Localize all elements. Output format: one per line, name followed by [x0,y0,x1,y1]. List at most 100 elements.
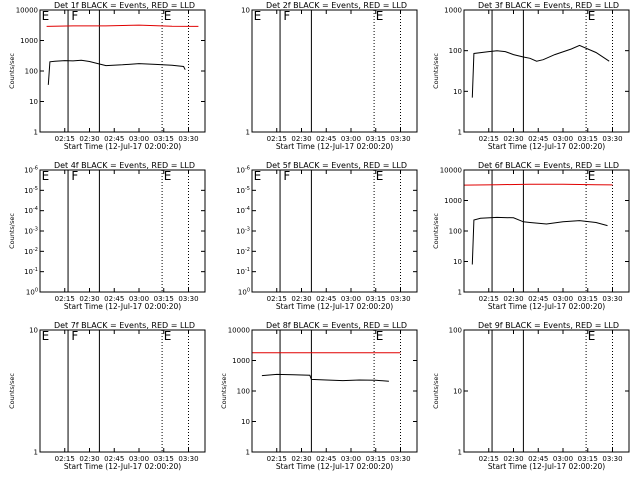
x-tick-label: 03:30 [178,135,198,143]
x-tick-label: 02:45 [316,295,336,303]
x-axis-label: Start Time (12-Jul-17 02:00:20) [276,142,393,151]
plot-frame [39,169,206,293]
x-tick-label: 02:45 [104,455,124,463]
flag-e: E [42,329,50,343]
y-axis-label: Counts/sec [432,213,440,249]
x-tick-label: 02:45 [528,295,548,303]
x-tick-label: 03:15 [578,295,598,303]
plot-frame [251,169,418,293]
y-tick-label: 1 [34,449,38,457]
flag-e: E [254,9,262,23]
y-tick-label: 10-1 [24,267,38,276]
x-tick-label: 03:15 [366,455,386,463]
series-line-events [471,44,610,98]
chart-title: Det 2f BLACK = Events, RED = LLD [266,1,407,10]
plot-frame [39,329,206,453]
chart-title: Det 4f BLACK = Events, RED = LLD [54,161,195,170]
y-tick-label: 10-5 [236,186,250,195]
x-tick-label: 03:00 [129,295,149,303]
y-tick-label: 10 [453,388,462,396]
x-tick-label: 03:00 [129,455,149,463]
flag-e: E [376,9,384,23]
plot-frame [463,169,630,293]
flag-f: F [283,9,290,23]
flag-f: F [71,169,78,183]
x-tick-label: 03:15 [578,455,598,463]
x-tick-label: 03:00 [553,455,573,463]
flag-e: E [376,169,384,183]
x-tick-label: 02:30 [291,295,311,303]
x-tick-label: 02:15 [479,455,499,463]
flag-e: E [164,169,172,183]
x-tick-label: 03:00 [553,295,573,303]
x-tick-label: 02:45 [528,455,548,463]
x-tick-label: 03:15 [154,135,174,143]
y-tick-label: 1000 [20,37,38,45]
y-tick-label: 10 [453,258,462,266]
y-tick-label: 10-6 [236,166,250,175]
x-tick-label: 03:30 [602,295,622,303]
x-tick-label: 03:30 [178,295,198,303]
plot-frame [251,9,418,133]
y-tick-label: 1 [458,129,462,137]
x-axis-label: Start Time (12-Jul-17 02:00:20) [64,302,181,311]
x-tick-label: 02:30 [291,135,311,143]
y-axis-label: Counts/sec [8,213,16,249]
flag-e: E [376,329,384,343]
y-tick-label: 10-2 [236,247,250,256]
x-tick-label: 02:45 [104,295,124,303]
x-tick-label: 03:00 [553,135,573,143]
chart-title: Det 6f BLACK = Events, RED = LLD [478,161,619,170]
x-axis-label: Start Time (12-Jul-17 02:00:20) [488,142,605,151]
x-tick-label: 02:15 [479,295,499,303]
x-tick-label: 02:15 [55,455,75,463]
series-line-events [47,59,186,85]
x-tick-label: 03:30 [390,455,410,463]
x-tick-label: 02:30 [79,295,99,303]
x-tick-label: 02:30 [503,135,523,143]
y-tick-label: 1 [246,129,250,137]
series-line-lld [46,24,199,27]
y-tick-label: 10-5 [24,186,38,195]
x-tick-label: 03:00 [129,135,149,143]
plot-frame [251,329,418,453]
y-tick-label: 10-6 [24,166,38,175]
x-axis-label: Start Time (12-Jul-17 02:00:20) [276,462,393,471]
x-tick-label: 02:15 [55,135,75,143]
flag-e: E [164,9,172,23]
y-tick-label: 10-3 [24,227,38,236]
y-tick-label: 10 [241,418,250,426]
flag-e: E [588,169,596,183]
x-tick-label: 03:00 [341,295,361,303]
x-tick-label: 02:45 [528,135,548,143]
y-tick-label: 1 [458,289,462,297]
y-tick-label: 1000 [232,357,250,365]
y-tick-label: 100 [237,388,250,396]
chart-title: Det 3f BLACK = Events, RED = LLD [478,1,619,10]
x-tick-label: 02:15 [55,295,75,303]
y-tick-label: 10 [29,98,38,106]
x-tick-label: 02:30 [79,455,99,463]
y-tick-label: 10000 [228,327,250,335]
x-tick-label: 02:15 [267,455,287,463]
x-tick-label: 03:30 [390,135,410,143]
chart-title: Det 5f BLACK = Events, RED = LLD [266,161,407,170]
x-tick-label: 03:30 [390,295,410,303]
x-tick-label: 03:00 [341,135,361,143]
chart-title: Det 9f BLACK = Events, RED = LLD [478,321,619,330]
y-axis-label: Counts/sec [432,373,440,409]
y-tick-label: 10 [29,327,38,335]
y-tick-label: 10-4 [24,206,38,215]
x-tick-label: 02:15 [267,295,287,303]
y-axis-label: Counts/sec [220,373,228,409]
series-line-events [471,216,608,265]
y-tick-label: 10000 [440,167,462,175]
y-tick-label: 100 [25,68,38,76]
y-tick-label: 1 [34,129,38,137]
flag-f: F [71,9,78,23]
x-tick-label: 02:30 [291,455,311,463]
y-tick-label: 1000 [444,197,462,205]
